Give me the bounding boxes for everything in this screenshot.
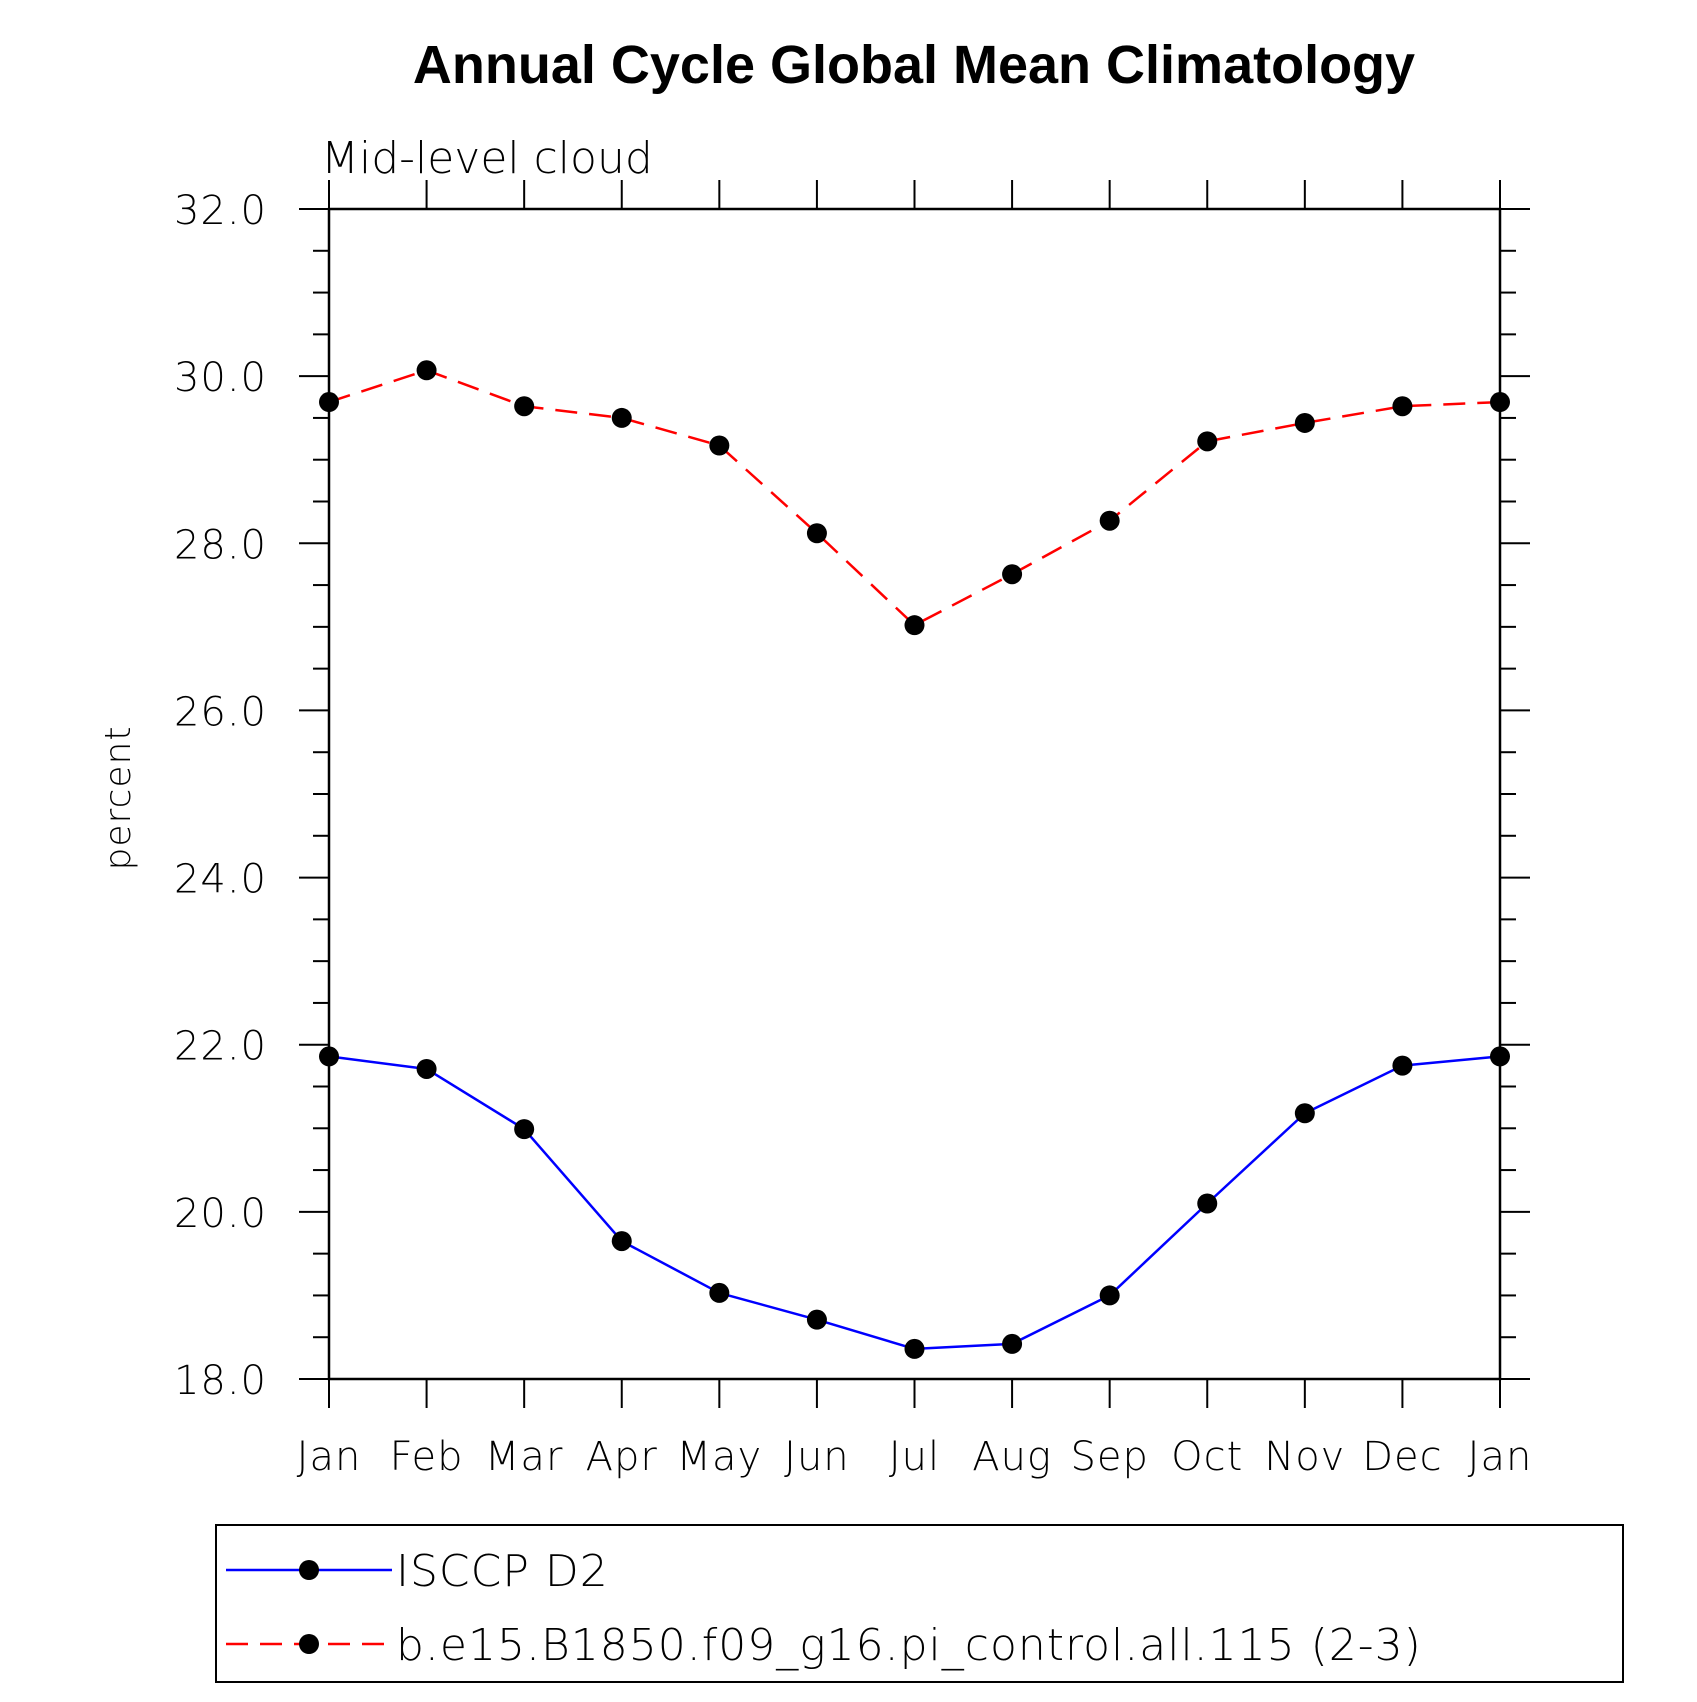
legend-marker-1 [299,1560,319,1580]
y-tick-label: 30.0 [174,355,267,401]
y-tick-label: 26.0 [174,689,267,735]
series-2-point [806,523,827,544]
series-1-point [514,1119,535,1140]
series-1-point [904,1338,925,1359]
series-1-point [1294,1103,1315,1124]
x-tick-label: Feb [390,1434,464,1480]
series-2-point [1490,392,1510,413]
x-tick-label: Jan [1468,1434,1533,1480]
x-tick-label: May [676,1434,762,1480]
x-tick-label: Aug [972,1434,1052,1480]
x-tick-label: Oct [1171,1434,1243,1480]
legend-label-1: ISCCP D2 [396,1546,609,1597]
series-2-point [709,435,730,456]
x-tick-label: Nov [1264,1434,1345,1480]
series-2-point [611,407,632,428]
series-2-point [1197,431,1218,452]
series-1-point [1099,1285,1120,1306]
y-tick-label: 22.0 [174,1024,267,1070]
x-tick-label: Jul [889,1434,940,1480]
plot-frame [327,207,1502,1381]
series-1-point [1197,1193,1218,1214]
x-tick-label: Jun [784,1434,850,1480]
series-1-point [416,1058,437,1079]
series-1-point [319,1046,339,1067]
series-2-point [904,615,925,636]
series-1-point [611,1231,632,1252]
series-layer [319,360,1510,1359]
y-tick-label: 32.0 [174,188,267,234]
series-2-point [1392,396,1413,417]
series-2-point [416,360,437,381]
series-1-point [1392,1055,1413,1076]
x-tick-label: Sep [1070,1434,1148,1480]
x-tick-label: Apr [586,1434,658,1480]
plot-subtitle: Mid-level cloud [321,133,653,184]
series-1-point [709,1282,730,1303]
series-1-point [1490,1046,1510,1067]
y-tick-label: 28.0 [174,522,267,568]
x-tick-label: Jan [297,1434,362,1480]
legend: ISCCP D2 b.e15.B1850.f09_g16.pi_control.a… [215,1524,1624,1683]
y-tick-label: 18.0 [174,1358,267,1404]
y-axis-label: percent [98,726,139,871]
series-2-point [1099,510,1120,531]
series-2-point [514,396,535,417]
series-1-point [806,1309,827,1330]
series-2-point [1002,564,1023,585]
series-1-point [1002,1333,1023,1354]
x-tick-label: Dec [1362,1434,1442,1480]
series-2-point [319,392,339,413]
axes: 18.0 20.0 22.0 24.0 26.0 28.0 30.0 32.0 Jan Feb Ma… [174,180,1533,1480]
y-tick-label: 24.0 [174,857,267,903]
x-tick-label: Mar [485,1434,563,1480]
legend-box [215,1524,1624,1683]
series-line-2 [328,369,1501,627]
series-2-point [1294,412,1315,433]
chart-title: Annual Cycle Global Mean Climatology [413,35,1415,95]
y-tick-label: 20.0 [174,1191,267,1237]
legend-label-2: b.e15.B1850.f09_g16.pi_control.all.115 (… [396,1620,1422,1671]
legend-marker-2 [299,1634,319,1654]
series-line-1 [328,1055,1501,1351]
